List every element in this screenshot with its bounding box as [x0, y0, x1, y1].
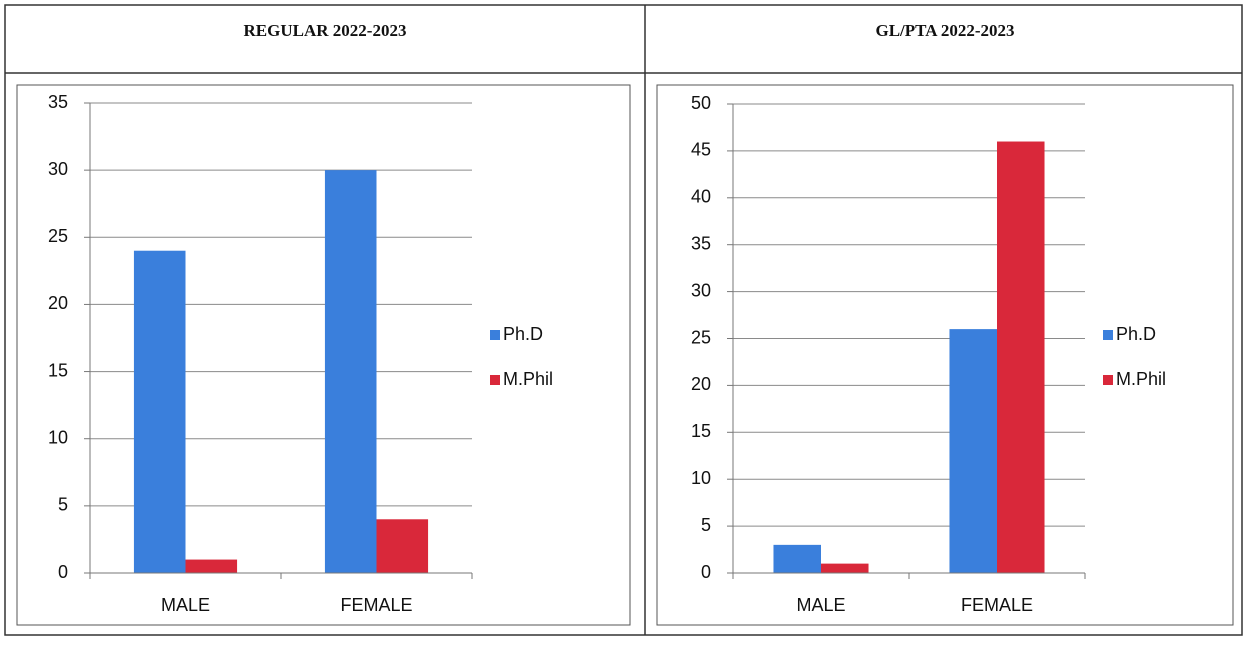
y-tick-label: 10 — [48, 427, 68, 447]
bar — [324, 170, 377, 573]
legend-label: M.Phil — [503, 369, 553, 389]
bar — [376, 519, 429, 573]
chart-title: GL/PTA 2022-2023 — [876, 21, 1015, 40]
bar — [185, 559, 238, 573]
bar — [997, 141, 1045, 573]
y-tick-label: 15 — [48, 360, 68, 380]
y-tick-label: 30 — [48, 159, 68, 179]
bar — [773, 544, 821, 573]
y-tick-label: 25 — [48, 226, 68, 246]
y-tick-label: 25 — [691, 327, 711, 347]
bar — [821, 563, 869, 573]
y-tick-label: 0 — [701, 562, 711, 582]
bar — [949, 329, 997, 573]
y-tick-label: 45 — [691, 140, 711, 160]
y-tick-label: 50 — [691, 93, 711, 113]
x-tick-label: MALE — [161, 595, 210, 615]
y-tick-label: 15 — [691, 421, 711, 441]
y-tick-label: 35 — [691, 233, 711, 253]
y-tick-label: 30 — [691, 280, 711, 300]
legend-swatch — [490, 375, 500, 385]
y-tick-label: 10 — [691, 468, 711, 488]
y-tick-label: 5 — [701, 515, 711, 535]
chart-frame — [16, 84, 631, 626]
bar — [133, 250, 186, 573]
legend-swatch — [1103, 375, 1113, 385]
chart-frame — [656, 84, 1234, 626]
table-border — [4, 4, 1243, 636]
y-tick-label: 0 — [58, 562, 68, 582]
legend-swatch — [490, 330, 500, 340]
y-tick-label: 20 — [691, 374, 711, 394]
y-tick-label: 20 — [48, 293, 68, 313]
chart-title: REGULAR 2022-2023 — [244, 21, 407, 40]
x-tick-label: FEMALE — [340, 595, 412, 615]
legend-label: M.Phil — [1116, 369, 1166, 389]
x-tick-label: MALE — [796, 595, 845, 615]
x-tick-label: FEMALE — [961, 595, 1033, 615]
legend-label: Ph.D — [1116, 324, 1156, 344]
y-tick-label: 40 — [691, 187, 711, 207]
y-tick-label: 5 — [58, 495, 68, 515]
legend-swatch — [1103, 330, 1113, 340]
legend-label: Ph.D — [503, 324, 543, 344]
y-tick-label: 35 — [48, 92, 68, 112]
